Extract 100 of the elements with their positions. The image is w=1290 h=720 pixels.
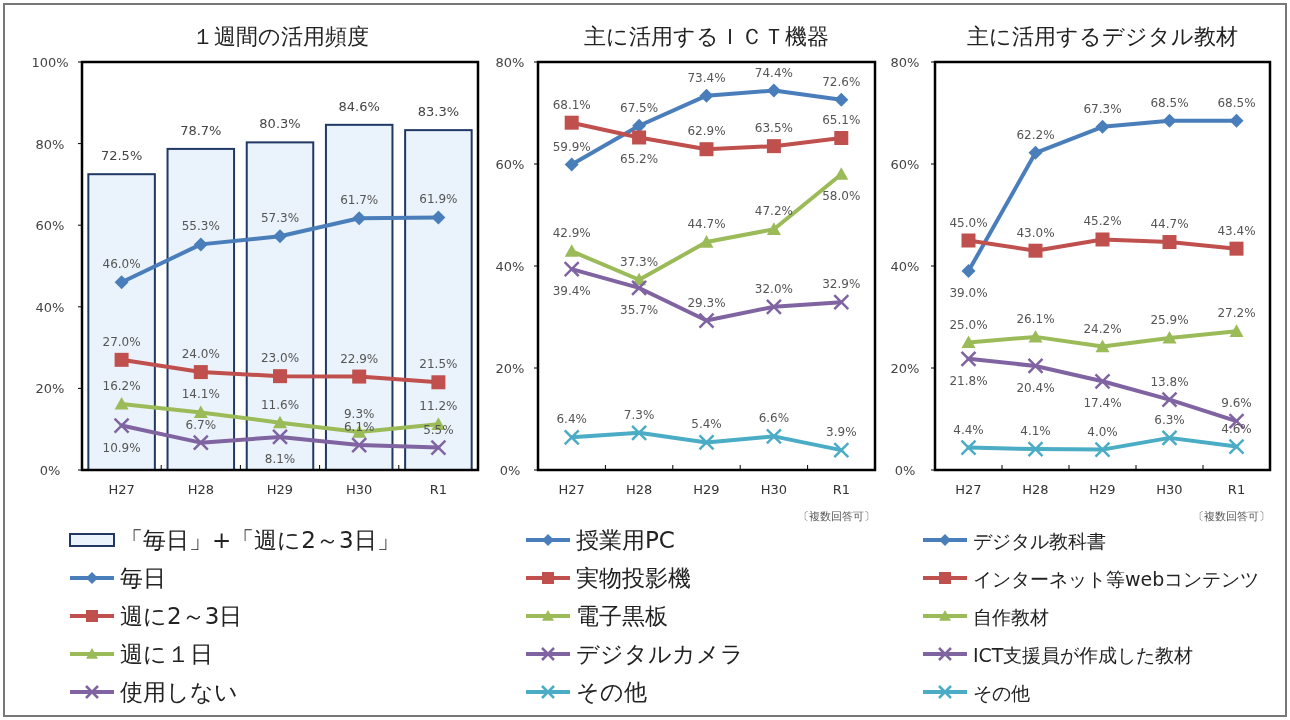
legend-label: 週に2～3日 xyxy=(120,603,243,629)
data-label: 20.4% xyxy=(1016,380,1055,395)
point xyxy=(193,405,208,419)
data-label: 13.8% xyxy=(1150,374,1189,389)
y-tick-label: 20% xyxy=(495,361,525,376)
legend-label: 毎日 xyxy=(120,565,166,591)
point xyxy=(350,436,368,454)
point xyxy=(960,439,977,456)
legend-label: 自作教材 xyxy=(973,606,1049,628)
data-label: 17.4% xyxy=(1083,396,1122,411)
point xyxy=(273,369,287,384)
data-label: 23.0% xyxy=(260,351,300,366)
data-label: 5.5% xyxy=(423,422,454,437)
point xyxy=(1162,113,1177,128)
data-label: 65.2% xyxy=(620,152,659,167)
point xyxy=(1028,243,1043,258)
point xyxy=(564,157,579,172)
text: 〔複数回答可〕 xyxy=(798,510,875,523)
bar xyxy=(87,173,156,471)
data-label: 32.0% xyxy=(754,281,793,296)
data-label: 55.3% xyxy=(181,219,220,234)
legend-label: デジタル教科書 xyxy=(973,530,1106,552)
y-tick-label: 0% xyxy=(499,463,521,478)
data-label: 6.3% xyxy=(1154,412,1185,427)
data-label: 45.0% xyxy=(949,215,988,230)
legend-label: ICT支援員が作成した教材 xyxy=(973,644,1194,666)
y-tick-label: 80% xyxy=(35,136,65,152)
point xyxy=(114,352,129,367)
point xyxy=(564,115,579,130)
data-label: 32.9% xyxy=(822,277,861,292)
text: 〔複数回答可〕 xyxy=(1193,510,1270,523)
point xyxy=(273,229,287,244)
point xyxy=(766,222,781,235)
y-tick-label: 40% xyxy=(35,299,65,315)
data-label: 61.9% xyxy=(419,192,458,207)
data-label: 67.5% xyxy=(620,100,659,115)
point xyxy=(271,428,289,446)
data-label: 21.5% xyxy=(419,357,458,372)
point xyxy=(961,335,976,349)
data-label: 46.0% xyxy=(102,257,141,272)
chart-title: 主に活用するＩＣＴ機器 xyxy=(584,24,829,49)
point xyxy=(1027,440,1044,458)
legend-label: デジタルカメラ xyxy=(576,641,744,667)
data-label: 68.1% xyxy=(552,97,591,112)
data-label: 63.5% xyxy=(754,121,793,136)
data-label: 68.5% xyxy=(1150,95,1189,110)
point xyxy=(1162,235,1177,250)
data-label: 16.2% xyxy=(102,378,141,393)
point xyxy=(563,260,580,278)
y-tick-label: 60% xyxy=(890,157,920,172)
data-label: 62.2% xyxy=(1016,127,1055,142)
point xyxy=(1094,373,1111,390)
data-label: 80.3% xyxy=(259,116,301,132)
data-label: 3.9% xyxy=(826,425,857,440)
point xyxy=(1095,339,1110,353)
data-label: 9.6% xyxy=(1221,396,1252,411)
point xyxy=(1027,357,1044,375)
point xyxy=(632,118,647,133)
point xyxy=(766,139,781,154)
point xyxy=(564,244,579,257)
point xyxy=(114,275,129,290)
legend-label: 実物投影機 xyxy=(576,565,691,591)
point xyxy=(1095,232,1110,247)
point xyxy=(833,293,850,311)
data-label: 61.7% xyxy=(340,193,379,208)
y-tick-label: 0% xyxy=(894,463,916,478)
y-tick-label: 0% xyxy=(39,463,61,478)
point xyxy=(431,210,446,225)
data-label: 84.6% xyxy=(338,98,380,114)
data-label: 42.9% xyxy=(552,226,591,241)
data-label: 11.2% xyxy=(419,399,458,414)
x-tick-label: H28 xyxy=(1022,482,1049,497)
point xyxy=(1028,329,1043,343)
point xyxy=(1229,241,1244,256)
data-label: 59.9% xyxy=(552,139,591,154)
data-label: 39.0% xyxy=(949,286,988,301)
data-label: 11.6% xyxy=(260,397,300,412)
point xyxy=(699,235,714,248)
data-label: 4.1% xyxy=(1020,424,1051,439)
data-label: 43.0% xyxy=(1016,225,1055,240)
point xyxy=(630,424,648,442)
data-label: 14.1% xyxy=(181,387,220,402)
data-label: 24.0% xyxy=(181,347,220,362)
data-label: 68.5% xyxy=(1217,95,1256,110)
chart-title: 主に活用するデジタル教材 xyxy=(967,24,1238,49)
point xyxy=(193,237,208,252)
data-label: 57.3% xyxy=(260,211,300,226)
data-label: 22.9% xyxy=(340,351,379,366)
point xyxy=(765,298,783,316)
x-tick-label: R1 xyxy=(429,482,448,497)
legend-label: 授業用PC xyxy=(576,527,675,553)
data-label: 9.3% xyxy=(343,407,375,422)
data-label: 25.0% xyxy=(949,317,988,332)
data-label: 78.7% xyxy=(180,122,222,138)
data-label: 4.6% xyxy=(1221,421,1252,436)
point xyxy=(273,415,287,429)
point xyxy=(834,92,849,107)
point xyxy=(1229,113,1244,128)
point xyxy=(632,130,647,145)
y-tick-label: 80% xyxy=(495,55,525,70)
